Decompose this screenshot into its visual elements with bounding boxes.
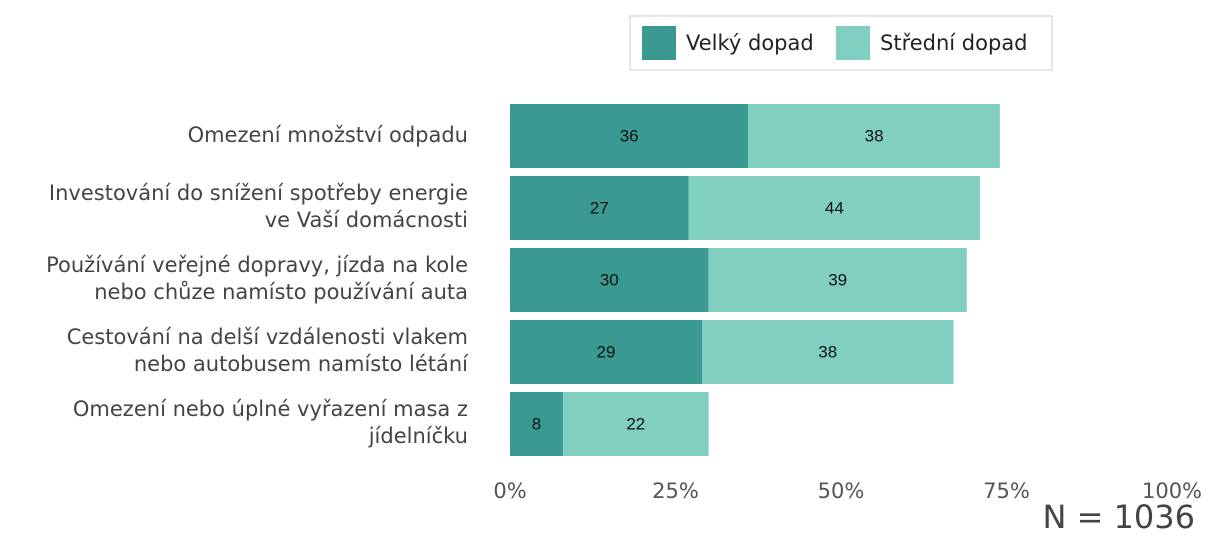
- bar: [510, 176, 689, 240]
- bar: [748, 104, 1000, 168]
- annotation: N = 1036: [1042, 498, 1195, 536]
- bar: [510, 248, 709, 312]
- bar: [562, 392, 709, 456]
- bar: [510, 320, 702, 384]
- x-tick-label: 0%: [493, 479, 526, 503]
- legend-swatch: [642, 26, 676, 60]
- legend-label: Střední dopad: [880, 31, 1028, 55]
- bar: [688, 176, 981, 240]
- bar: [510, 104, 749, 168]
- data-label: 38: [865, 126, 884, 145]
- data-label: 44: [825, 198, 844, 217]
- category-label: Omezení množství odpadu: [187, 122, 468, 147]
- data-label: 27: [590, 198, 609, 217]
- x-tick-label: 25%: [652, 479, 699, 503]
- x-tick-label: 100%: [1142, 479, 1202, 503]
- data-label: 29: [597, 342, 616, 361]
- data-label: 39: [828, 270, 847, 289]
- legend-swatch: [836, 26, 870, 60]
- data-label: 36: [620, 126, 639, 145]
- x-tick-label: 75%: [983, 479, 1030, 503]
- category-label: Omezení nebo úplné vyřazení masa z jídel…: [72, 397, 468, 448]
- data-label: 30: [600, 270, 619, 289]
- data-label: 8: [532, 414, 541, 433]
- bar: [510, 392, 563, 456]
- bar: [708, 248, 967, 312]
- x-tick-label: 50%: [818, 479, 865, 503]
- data-label: 38: [818, 342, 837, 361]
- bar: [701, 320, 954, 384]
- category-label: Investování do snížení spotřeby energie …: [48, 181, 468, 232]
- data-label: 22: [626, 414, 645, 433]
- category-label: Cestování na delší vzdálenosti vlakem ne…: [66, 325, 468, 376]
- legend-label: Velký dopad: [686, 31, 814, 55]
- category-label: Používání veřejné dopravy, jízda na kole…: [46, 253, 468, 304]
